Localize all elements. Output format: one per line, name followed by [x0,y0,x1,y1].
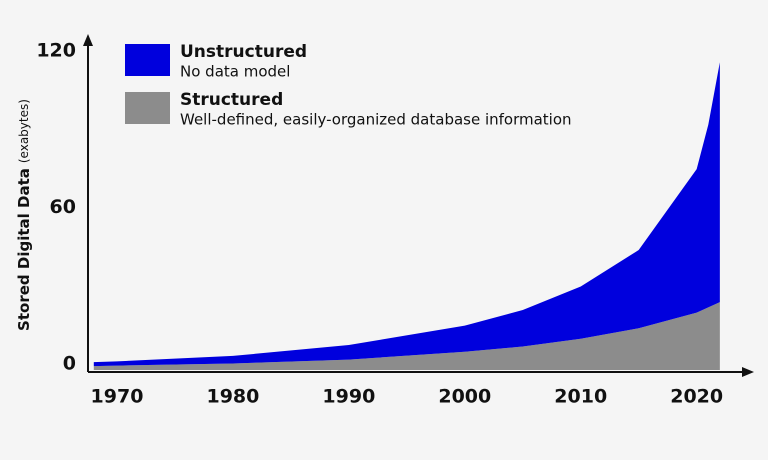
legend-name: Unstructured [180,42,307,62]
legend-description: No data model [180,63,290,81]
y-label-text: Stored Digital Data [15,168,33,331]
y-tick-label: 0 [63,353,76,375]
legend-swatch [125,44,170,76]
y-tick-label: 60 [50,196,76,218]
area [93,302,720,370]
y-axis-arrow [83,34,93,46]
x-tick-label: 1970 [91,386,144,408]
x-tick-label: 1990 [322,386,375,408]
plot-area [93,62,720,370]
y-tick-label: 120 [36,40,76,62]
x-axis-arrow [742,367,754,377]
x-tick-label: 2020 [670,386,723,408]
legend-name: Structured [180,90,283,110]
x-tick-label: 2010 [554,386,607,408]
legend-swatch [125,92,170,124]
y-label-unit: (exabytes) [17,99,31,163]
legend-description: Well-defined, easily-organized database … [180,111,572,129]
y-axis-label: Stored Digital Data (exabytes) [15,99,33,331]
x-tick-label: 1980 [206,386,259,408]
x-tick-label: 2000 [438,386,491,408]
